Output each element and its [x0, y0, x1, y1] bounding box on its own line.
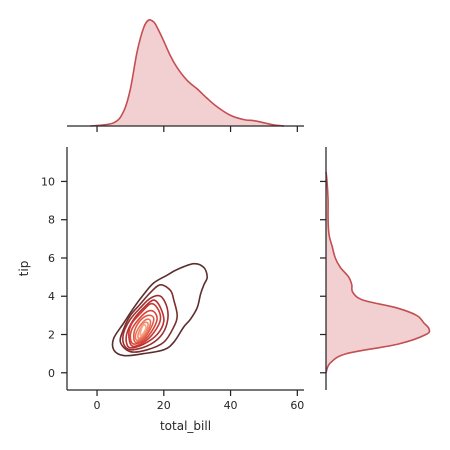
kde-contour-level-4 — [125, 299, 165, 349]
x-marginal-density — [67, 18, 304, 132]
kde-contour-level-5 — [127, 302, 162, 348]
kde-contours — [111, 262, 209, 357]
y-marginal-fill — [326, 171, 430, 373]
x-tick-label: 60 — [290, 399, 304, 412]
x-tick-label: 20 — [157, 399, 171, 412]
x-axis-ticks: 0 20 40 60 — [94, 390, 304, 412]
x-marginal-fill — [90, 19, 285, 126]
y-tick-label: 8 — [48, 214, 55, 227]
joint-plot: 0 20 40 60 0 2 4 6 8 10 total_bill tip — [17, 147, 304, 433]
kde-contour-level-8 — [134, 318, 152, 342]
x-tick-label: 40 — [224, 399, 238, 412]
y-axis-ticks: 0 2 4 6 8 10 — [41, 175, 67, 380]
kde-contour-level-2 — [119, 283, 179, 353]
y-marginal-line — [325, 171, 431, 374]
kde-contour-level-7 — [132, 314, 155, 344]
kde-contour-level-9 — [137, 321, 149, 340]
x-axis-label: total_bill — [160, 419, 211, 433]
kde-contour-level-3 — [122, 294, 169, 351]
y-tick-label: 6 — [48, 252, 55, 265]
x-tick-label: 0 — [94, 399, 101, 412]
y-marginal-ticks — [320, 180, 326, 374]
y-tick-label: 4 — [48, 290, 55, 303]
y-tick-label: 10 — [41, 175, 55, 188]
y-axis-label: tip — [17, 261, 31, 277]
y-tick-label: 0 — [48, 367, 55, 380]
y-marginal-density — [320, 147, 431, 390]
kde-contour-level-6 — [129, 309, 158, 345]
kde-contour-level-10 — [139, 324, 147, 337]
y-tick-label: 2 — [48, 329, 55, 342]
x-marginal-ticks — [96, 126, 298, 132]
kde-contour-level-1 — [111, 262, 209, 357]
x-marginal-line — [90, 18, 285, 127]
